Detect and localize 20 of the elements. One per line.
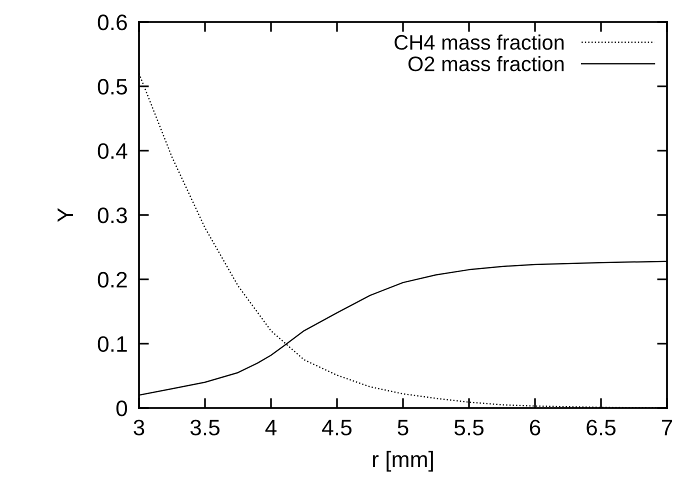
x-tick-label: 6.5 <box>586 420 616 436</box>
x-tick-label: 4.5 <box>322 420 352 436</box>
y-axis-title: Y <box>58 208 73 222</box>
y-tick-label: 0.2 <box>98 272 127 288</box>
y-tick-label: 0.6 <box>98 14 127 30</box>
x-tick-label: 5.5 <box>454 420 484 436</box>
x-tick-label: 6 <box>530 420 540 436</box>
legend-label: O2 mass fraction <box>408 56 564 72</box>
x-tick-label: 3 <box>134 420 144 436</box>
x-tick-label: 5 <box>398 420 408 436</box>
x-tick-label: 4 <box>265 420 277 436</box>
y-tick-label: 0.4 <box>98 143 128 159</box>
x-tick-label: 7 <box>662 420 672 436</box>
y-tick-label: 0.5 <box>98 78 127 95</box>
x-axis-title: r [mm] <box>373 450 433 472</box>
y-tick-label: 0 <box>116 400 128 416</box>
y-tick-label: 0.1 <box>98 336 127 352</box>
x-tick-label: 3.5 <box>190 420 220 436</box>
y-tick-label: 0.3 <box>98 208 127 224</box>
legend-label: CH4 mass fraction <box>394 34 564 50</box>
